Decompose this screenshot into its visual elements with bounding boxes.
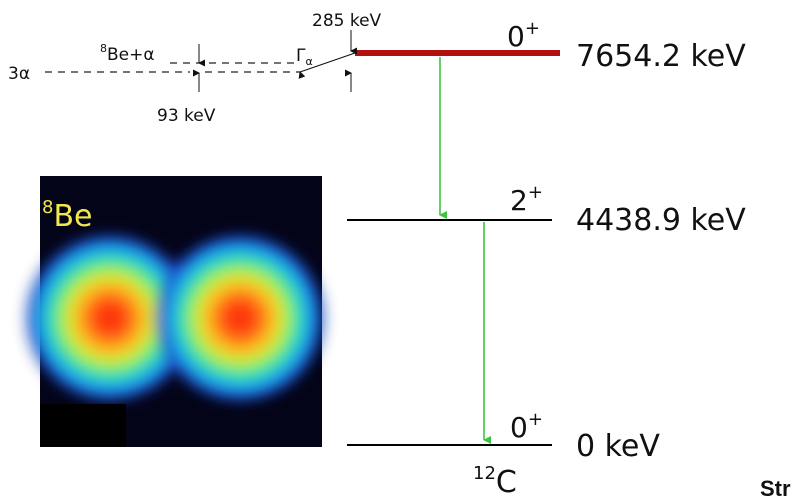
be8-alpha-mass-number: 8 <box>100 42 107 55</box>
gamma-symbol: Γ <box>296 46 306 66</box>
inset-element-symbol: Be <box>53 199 92 234</box>
hoyle-parity: + <box>525 18 540 39</box>
be8-alpha-text: Be+α <box>107 45 155 65</box>
width-93-kev-label: 93 keV <box>157 106 216 126</box>
ground-spin-parity: 0+ <box>510 409 543 444</box>
three-alpha-label: 3α <box>8 64 30 84</box>
hoyle-energy-label: 7654.2 keV <box>576 39 746 74</box>
alpha-width-label: Γα <box>296 46 313 68</box>
hoyle-spin-parity: 0+ <box>507 18 540 53</box>
be8-density-inset: 8Be <box>24 176 326 447</box>
first-excited-energy-label: 4438.9 keV <box>576 203 746 238</box>
ground-energy-label: 0 keV <box>576 429 660 464</box>
alpha-decay-arrow <box>298 52 356 79</box>
gap-285-kev-label: 285 keV <box>312 11 382 31</box>
gamma-subscript: α <box>305 55 312 68</box>
first-excited-spin: 2 <box>510 184 528 217</box>
first-excited-parity: + <box>528 182 543 203</box>
alpha-cluster-density <box>24 232 326 404</box>
inset-corner-patch <box>40 404 126 447</box>
nucleus-symbol: C <box>496 465 517 496</box>
ground-parity: + <box>528 409 543 430</box>
alpha-threshold-annotation: 3α 8Be+α 93 keV 285 keV Γα <box>8 11 382 126</box>
nucleus-label: 12C <box>473 463 517 496</box>
inset-label: 8Be <box>42 197 93 234</box>
cut-off-caption: Str <box>760 476 791 496</box>
first-excited-spin-parity: 2+ <box>510 182 543 217</box>
be8-alpha-label: 8Be+α <box>100 42 155 65</box>
nucleus-mass-number: 12 <box>473 463 496 484</box>
inset-mass-number: 8 <box>42 197 53 218</box>
hoyle-spin: 0 <box>507 20 525 53</box>
ground-spin: 0 <box>510 411 528 444</box>
